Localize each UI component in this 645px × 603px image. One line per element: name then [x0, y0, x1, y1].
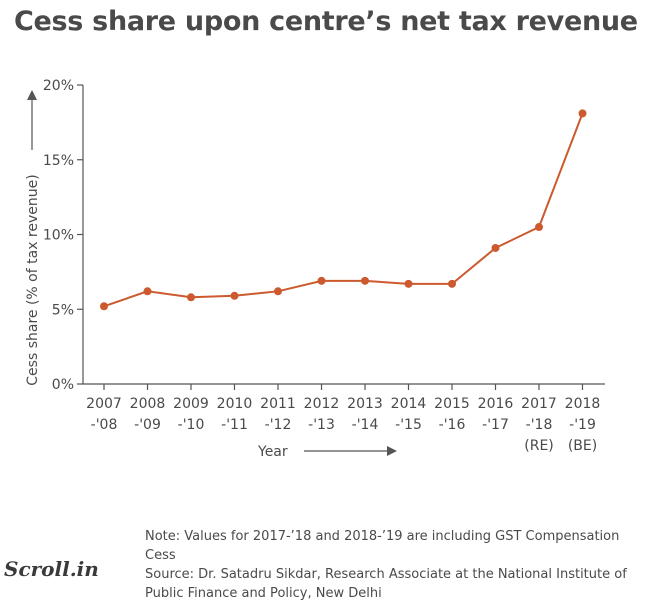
x-tick-label: -'12	[265, 417, 292, 433]
x-tick-label: (RE)	[524, 438, 554, 454]
data-point	[404, 279, 413, 288]
x-tick-label: 2013	[347, 396, 383, 412]
y-tick-label: 5%	[52, 302, 74, 318]
x-axis-arrow-head	[387, 446, 397, 456]
scroll-logo: Scroll.in	[4, 557, 99, 581]
x-tick-label: 2010	[217, 396, 253, 412]
x-tick-label: -'19	[569, 417, 596, 433]
data-point	[361, 276, 369, 285]
data-point	[578, 109, 587, 118]
y-axis-arrow-head	[27, 90, 37, 100]
y-tick-label: 20%	[43, 78, 74, 94]
x-tick-label: -'14	[352, 417, 379, 433]
footer-notes: Note: Values for 2017-’18 and 2018-’19 a…	[145, 527, 640, 603]
x-tick-label: (BE)	[568, 438, 597, 454]
data-point	[317, 276, 326, 285]
x-tick-label: -'11	[221, 417, 248, 433]
y-tick-label: 10%	[43, 228, 74, 244]
data-point	[274, 287, 282, 296]
footer-note: Note: Values for 2017-’18 and 2018-’19 a…	[145, 529, 620, 563]
x-tick-label: 2015	[434, 396, 470, 412]
x-tick-label: -'17	[482, 417, 509, 433]
x-tick-label: 2011	[260, 396, 296, 412]
x-tick-label: 2016	[478, 396, 514, 412]
data-point	[448, 279, 456, 288]
x-tick-label: -'16	[439, 417, 466, 433]
x-tick-label: -'10	[178, 417, 205, 433]
x-tick-label: 2008	[130, 396, 166, 412]
series-line	[103, 113, 584, 308]
x-tick-label: 2007	[86, 396, 122, 412]
x-tick-label: -'08	[91, 417, 118, 433]
x-tick-label: 2018	[565, 396, 601, 412]
x-axis-title: Year	[257, 444, 288, 460]
footer-source: Source: Dr. Satadru Sikdar, Research Ass…	[145, 567, 627, 601]
x-tick-label: -'15	[395, 417, 422, 433]
y-tick-label: 15%	[43, 153, 74, 169]
x-tick-label: 2009	[173, 396, 209, 412]
data-point	[187, 293, 195, 302]
line-chart: 0% 5% 10% 15% 20% 2007 -'08 2008 -'09 2009 -'10 201…	[25, 78, 605, 460]
data-point	[100, 302, 108, 311]
data-point	[535, 223, 543, 232]
chart-title: Cess share upon centre’s net tax revenue	[14, 6, 638, 37]
x-tick-label: -'13	[308, 417, 335, 433]
data-point	[230, 291, 239, 300]
y-tick-label: 0%	[52, 377, 74, 393]
x-tick-label: -'09	[134, 417, 161, 433]
y-axis-title: Cess share (% of tax revenue)	[25, 174, 41, 385]
data-point	[143, 287, 152, 296]
x-tick-label: -'18	[526, 417, 553, 433]
x-tick-label: 2012	[304, 396, 340, 412]
data-point	[491, 243, 500, 252]
x-tick-label: 2014	[391, 396, 427, 412]
x-tick-label: 2017	[521, 396, 557, 412]
